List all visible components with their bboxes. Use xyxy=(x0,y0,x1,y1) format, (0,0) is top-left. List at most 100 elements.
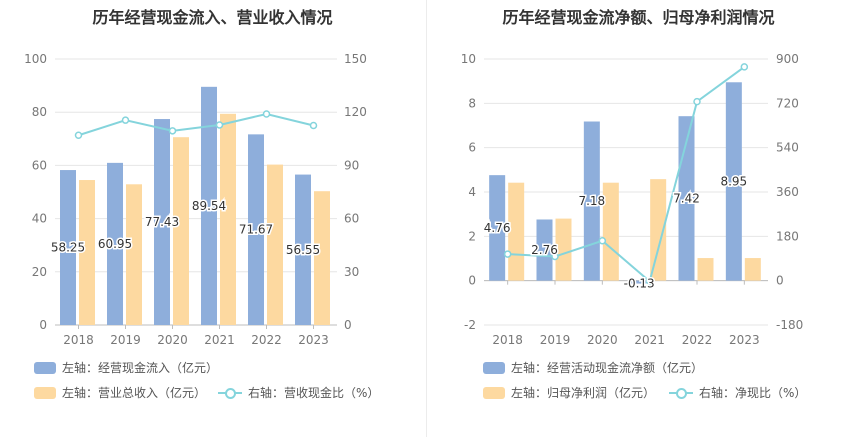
data-label: 4.76 xyxy=(484,221,511,235)
bar-series-1 xyxy=(107,162,123,325)
chart-title: 历年经营现金流净额、归母净利润情况 xyxy=(502,8,775,27)
bar-series-2 xyxy=(79,180,95,325)
x-tick-label: 2022 xyxy=(251,333,282,347)
bar-series-2 xyxy=(555,218,572,281)
bar-series-1 xyxy=(725,82,742,281)
x-tick-label: 2020 xyxy=(587,333,618,347)
y-tick-label-left: 4 xyxy=(468,185,476,199)
legend-label: 左轴：经营活动现金流净额（亿元） xyxy=(511,361,704,375)
bar-series-1 xyxy=(536,219,553,281)
bar-series-1 xyxy=(583,121,600,281)
y-tick-label-right: 90 xyxy=(344,158,359,172)
x-tick-label: 2018 xyxy=(63,333,94,347)
bar-series-2 xyxy=(508,182,525,281)
y-tick-label-right: -180 xyxy=(776,318,803,332)
data-label: 7.18 xyxy=(578,194,605,208)
legend-line-swatch xyxy=(218,387,242,399)
data-label: 7.42 xyxy=(673,191,700,205)
line-point xyxy=(645,277,654,286)
y-tick-label-left: 20 xyxy=(32,265,47,279)
bar-series-2 xyxy=(314,191,330,325)
bar-series-1 xyxy=(489,175,506,281)
line-point xyxy=(168,127,177,135)
y-tick-label-left: 0 xyxy=(468,274,476,288)
legend-label: 左轴：营业总收入（亿元） xyxy=(62,386,207,400)
line-series xyxy=(507,66,745,284)
panel-divider xyxy=(426,0,427,437)
bar-series-2 xyxy=(650,179,667,281)
chart-panel-left: 历年经营现金流入、营业收入情况 0 20 40 60 80 100 0 30 60 90 120 15… xyxy=(24,8,379,401)
y-tick-label-right: 720 xyxy=(776,96,799,110)
bar-series-1 xyxy=(154,119,170,326)
y-tick-label-left: 0 xyxy=(39,318,47,332)
data-label: 60.95 xyxy=(98,237,132,251)
line-point xyxy=(551,252,559,261)
legend-label: 右轴：净现比（%） xyxy=(699,386,807,400)
line-point xyxy=(309,121,318,130)
x-tick-label: 2021 xyxy=(634,333,665,347)
legend-label: 左轴：归母净利润（亿元） xyxy=(511,386,656,400)
bar-series-1 xyxy=(201,86,217,325)
bar-series-1 xyxy=(248,134,264,325)
line-point xyxy=(740,63,749,71)
chart-plot: -2 0 2 4 6 8 10 -180 0 180 360 540 720 900 2018 2019 202… xyxy=(461,52,804,347)
legend-swatch xyxy=(34,361,56,374)
legend-label: 右轴：营收现金比（%） xyxy=(248,386,380,400)
legend-item[interactable]: 右轴：营收现金比（%） xyxy=(218,384,379,401)
line-point xyxy=(121,116,130,124)
x-tick-label: 2019 xyxy=(110,333,141,347)
y-tick-label-left: 80 xyxy=(32,105,47,119)
y-tick-label-right: 0 xyxy=(344,318,352,332)
line-point xyxy=(598,237,607,245)
y-tick-label-left: 10 xyxy=(461,52,476,66)
y-tick-label-right: 900 xyxy=(776,52,799,66)
legend-item[interactable]: 右轴：净现比（%） xyxy=(669,384,806,401)
y-tick-label-left: -2 xyxy=(464,318,476,332)
y-tick-label-right: 60 xyxy=(344,212,359,226)
y-tick-label-left: 6 xyxy=(468,141,476,155)
y-tick-label-left: 60 xyxy=(32,158,47,172)
x-tick-label: 2022 xyxy=(682,333,713,347)
bar-series-1 xyxy=(631,280,648,284)
x-tick-label: 2023 xyxy=(729,333,760,347)
y-tick-label-right: 360 xyxy=(776,185,799,199)
x-tick-label: 2021 xyxy=(204,333,235,347)
legend-item[interactable]: 左轴：经营现金流入（亿元） xyxy=(34,359,218,376)
chart-title: 历年经营现金流入、营业收入情况 xyxy=(92,8,333,27)
chart-plot: 0 20 40 60 80 100 0 30 60 90 120 150 2018 2019 2020 202… xyxy=(24,52,367,347)
bar-series-2 xyxy=(173,137,189,325)
bar-series-2 xyxy=(220,113,236,326)
data-label: -0.13 xyxy=(624,277,655,291)
legend-swatch xyxy=(483,361,505,374)
legend-item[interactable]: 左轴：经营活动现金流净额（亿元） xyxy=(483,359,703,376)
y-tick-label-right: 120 xyxy=(344,105,367,119)
data-label: 77.43 xyxy=(145,215,179,229)
data-label: 71.67 xyxy=(239,223,273,237)
line-series xyxy=(78,112,314,137)
bar-series-2 xyxy=(126,184,142,325)
line-point xyxy=(262,110,271,118)
data-label: 8.95 xyxy=(720,174,747,188)
data-label: 58.25 xyxy=(51,241,85,255)
y-tick-label-right: 150 xyxy=(344,52,367,66)
bar-series-1 xyxy=(295,174,311,325)
bar-series-2 xyxy=(744,258,761,281)
line-point xyxy=(693,97,701,106)
data-label: 2.76 xyxy=(531,243,558,257)
bar-series-2 xyxy=(602,182,619,281)
legend-label: 左轴：经营现金流入（亿元） xyxy=(62,361,219,375)
y-tick-label-right: 180 xyxy=(776,229,799,243)
legend-line-swatch xyxy=(669,387,693,399)
data-label: 89.54 xyxy=(192,199,226,213)
y-tick-label-right: 0 xyxy=(776,274,784,288)
legend-item[interactable]: 左轴：归母净利润（亿元） xyxy=(483,384,655,401)
legend-item[interactable]: 左轴：营业总收入（亿元） xyxy=(34,384,206,401)
bar-series-1 xyxy=(60,170,76,325)
y-tick-label-right: 540 xyxy=(776,141,799,155)
x-tick-label: 2018 xyxy=(492,333,523,347)
legend-swatch xyxy=(34,386,56,399)
x-tick-label: 2020 xyxy=(157,333,188,347)
legend-swatch xyxy=(483,386,505,399)
y-tick-label-left: 100 xyxy=(24,52,47,66)
y-tick-label-left: 2 xyxy=(468,229,476,243)
